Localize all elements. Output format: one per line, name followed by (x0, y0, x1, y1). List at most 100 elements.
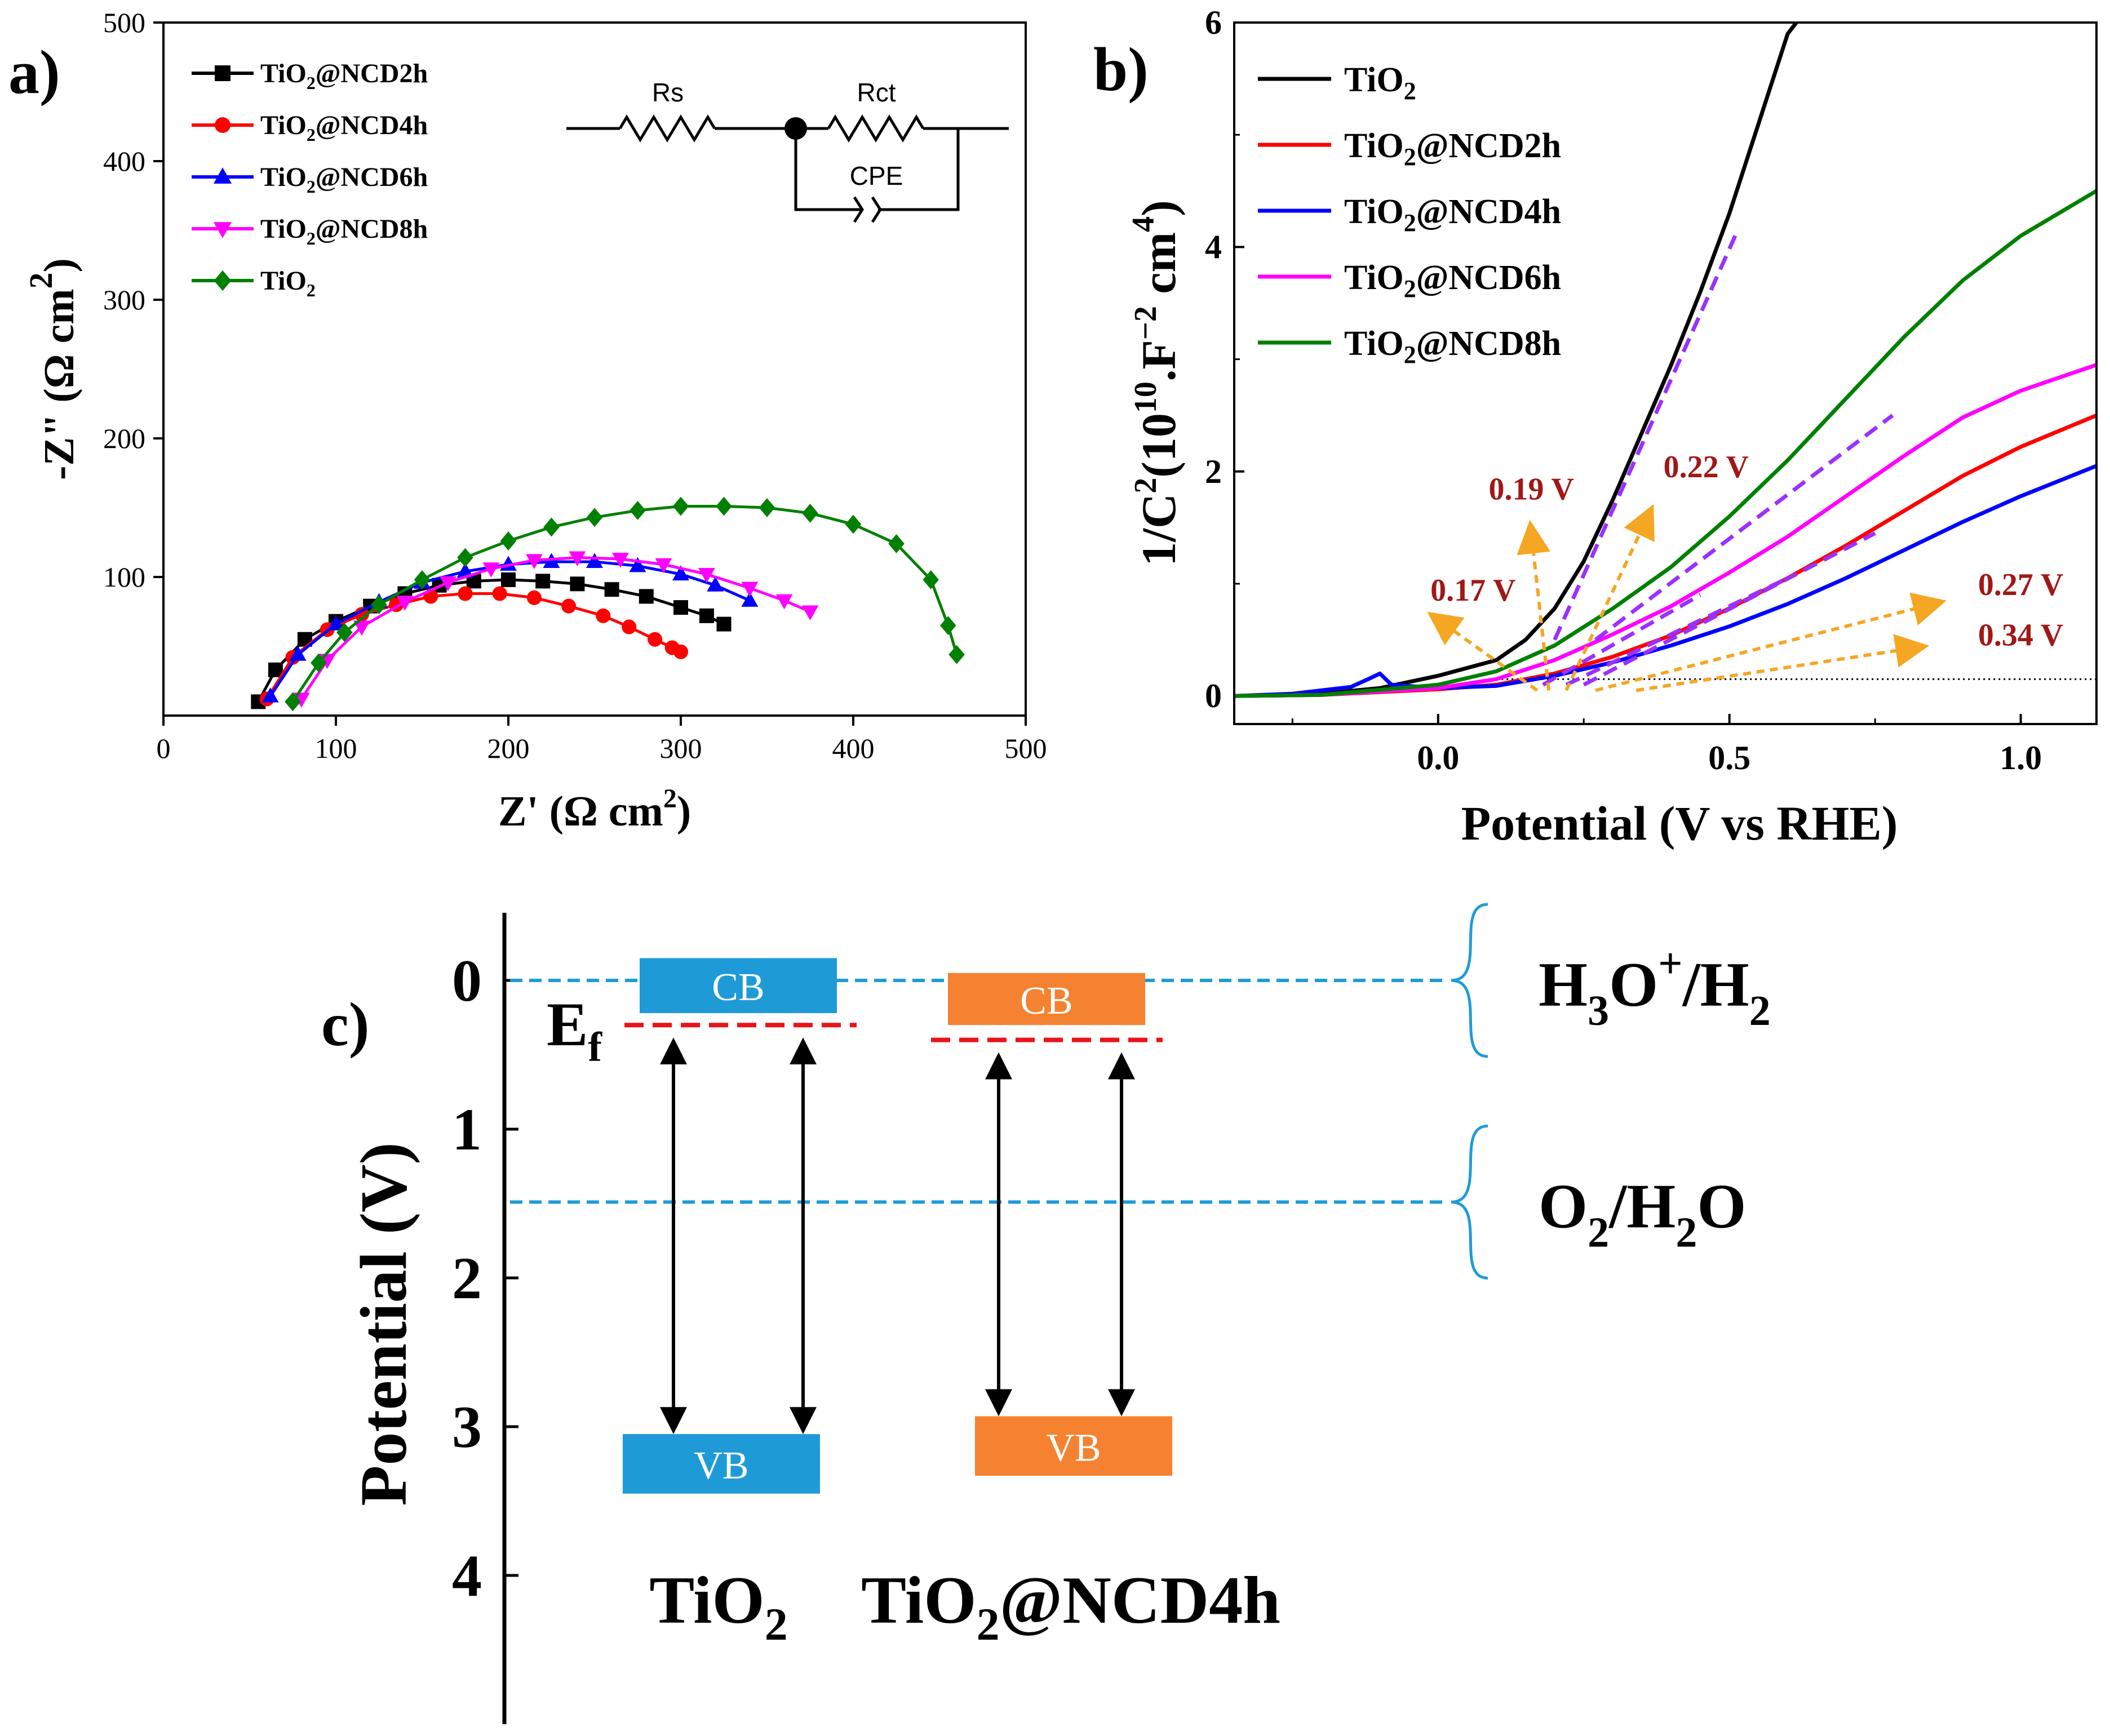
panel-a-y-ticks: 100 200 300 400 500 (103, 7, 163, 593)
label-base: TiO (649, 1562, 765, 1637)
data-point-diamond (716, 496, 732, 516)
redox-o2-h2o: O2/H2O (510, 1124, 1746, 1280)
intercept-label: 0.34 V (1978, 618, 2063, 653)
material-label: TiO2@NCD4h (861, 1562, 1280, 1650)
redox-part-main: O (1539, 1171, 1588, 1241)
data-point-square (673, 600, 688, 615)
label-sub: 2 (1404, 275, 1416, 303)
data-point-square (716, 616, 732, 632)
data-point-triangle-down (801, 605, 819, 621)
x-tick-label: 300 (660, 732, 702, 764)
legend-entry: TiO2@NCD6h (192, 162, 428, 197)
label-sub: 2 (1404, 209, 1416, 237)
panel-b-y-label-mid1: (10 (1132, 413, 1186, 478)
panel-c-y-ticks: 0 1 2 3 4 (452, 948, 518, 1609)
series-b-2 (1235, 464, 2095, 698)
panel-b-y-label-mid2: .F (1132, 340, 1186, 381)
data-point-circle (354, 607, 369, 622)
data-point-square (501, 572, 516, 587)
label-sub: 2 (307, 125, 316, 145)
legend-entry: TiO2 (1258, 61, 1416, 105)
legend-label: TiO2 (1344, 61, 1416, 105)
panel-b-y-label-sup4: 4 (1126, 216, 1161, 232)
data-point-diamond (948, 645, 965, 664)
data-point-circle (561, 598, 577, 614)
panel-b-y-label-sup1: 2 (1128, 478, 1163, 494)
conduction-band (640, 958, 837, 1014)
data-point-circle (596, 608, 611, 623)
panel-c-label: c) (321, 990, 369, 1059)
x-tick-label: 0.5 (1708, 739, 1750, 776)
panel-b-legend: TiO2TiO2@NCD2hTiO2@NCD4hTiO2@NCD6hTiO2@N… (1258, 61, 1561, 368)
redox-part-sub1: 2 (1588, 1209, 1609, 1256)
data-point-circle (622, 619, 637, 634)
data-point-triangle-down (569, 551, 586, 567)
legend-label: TiO2@NCD4h (1344, 193, 1561, 237)
data-point-circle (526, 590, 542, 605)
y-tick-label: 1 (452, 1096, 482, 1162)
data-point-circle (648, 632, 663, 647)
label-base: TiO (1344, 127, 1404, 165)
data-point-triangle-up (456, 562, 474, 578)
data-point-diamond (500, 531, 517, 550)
fit-line (1542, 593, 1701, 687)
circuit-cpe-branch (794, 128, 861, 211)
data-point-diamond (759, 498, 775, 517)
label-tail: @NCD6h (1416, 259, 1561, 297)
label-sub: 2 (307, 73, 316, 93)
legend-entry: TiO2@NCD4h (1258, 193, 1561, 237)
intercept-arrow (1595, 592, 1947, 692)
series-b-3 (1235, 363, 2095, 698)
data-point-triangle-down (741, 581, 759, 597)
label-sub: 2 (1404, 77, 1416, 105)
cpe-element-icon (853, 196, 864, 223)
data-point-triangle-up (261, 687, 279, 703)
data-point-diamond (586, 508, 603, 527)
fit-line (1594, 414, 1894, 642)
panel-a-series (251, 496, 965, 712)
label-base: TiO (1344, 325, 1404, 363)
y-tick-label: 0 (1205, 677, 1222, 714)
data-point-diamond (923, 570, 939, 589)
panel-a-y-label-sup: 2 (23, 272, 59, 288)
label-base: TiO (861, 1562, 977, 1637)
fit-line (1553, 235, 1737, 641)
vb-label: VB (694, 1444, 748, 1488)
circuit-cpe-return (878, 128, 960, 211)
x-tick-label: 0.0 (1417, 739, 1459, 776)
data-point-diamond (336, 623, 353, 642)
equivalent-circuit (566, 114, 1009, 223)
label-base: TiO (260, 214, 307, 244)
label-base: TiO (1344, 259, 1404, 297)
panel-b-series (1235, 24, 2095, 698)
intercept-label: 0.27 V (1978, 567, 2063, 602)
panel-a-x-label-main: Z' ( (498, 788, 564, 835)
data-point-diamond (672, 496, 689, 516)
redox-label: O2/H2O (1539, 1171, 1746, 1256)
panel-b-x-axis-label: Potential (V vs RHE) (1461, 796, 1898, 850)
legend-label: TiO2@NCD6h (260, 162, 428, 197)
redox-part-sup: + (1658, 940, 1682, 987)
data-point-triangle-down (698, 568, 715, 583)
panel-a-x-label-unit: Ω cm (564, 788, 663, 835)
label-base: TiO (1344, 61, 1404, 99)
label-tail: @NCD2h (1416, 127, 1561, 165)
data-point-square (639, 589, 654, 604)
intercept-label: 0.19 V (1489, 472, 1574, 507)
data-point-triangle-up (629, 557, 646, 572)
fermi-level-label: Ef (547, 990, 602, 1071)
cb-label: CB (712, 966, 764, 1009)
panel-b-y-label-sup3: −2 (1128, 306, 1163, 340)
data-point-triangle-down (482, 562, 500, 578)
y-tick-label: 2 (1205, 453, 1222, 490)
legend-entry: TiO2 (192, 266, 316, 300)
data-point-square (604, 582, 619, 597)
band-group-1: CB VB TiO2@NCD4h (861, 973, 1280, 1650)
label-tail: @NCD8h (316, 214, 428, 244)
label-sub: 2 (765, 1599, 788, 1650)
intercept-arrow (1564, 504, 1655, 691)
label-base: TiO (1344, 193, 1404, 231)
data-point-triangle-up (213, 167, 232, 184)
redox-part-tail: O (1697, 1171, 1746, 1241)
data-point-diamond (214, 270, 232, 291)
